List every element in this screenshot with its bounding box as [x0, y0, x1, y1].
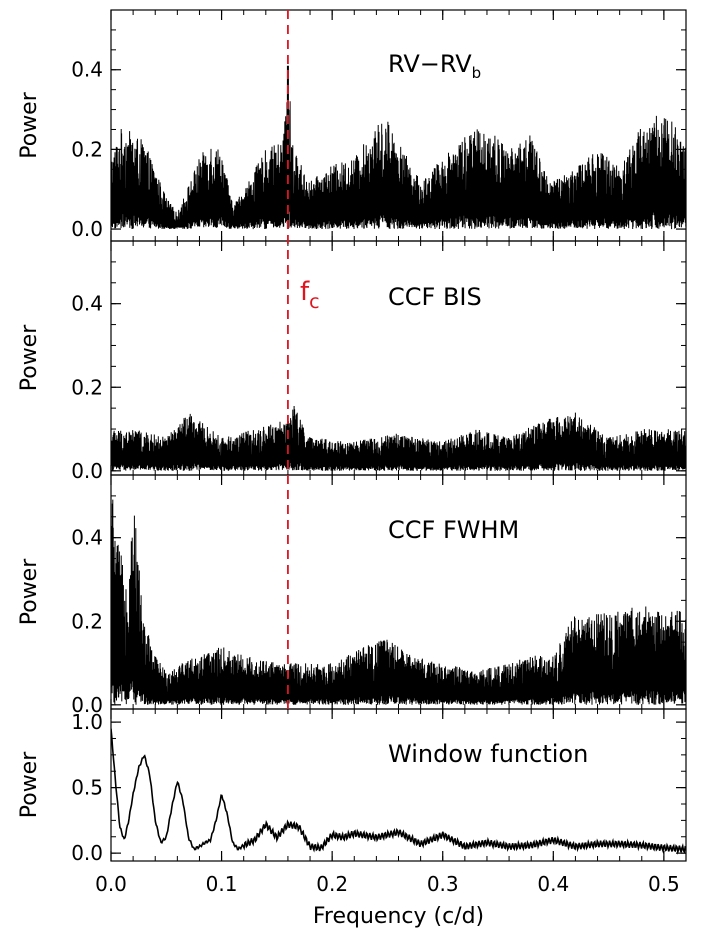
panel-1: 0.0 0.2 0.4 Power RV−RVb	[17, 9, 687, 242]
panel-label-main: CCF FWHM	[388, 516, 519, 544]
y-tick-label: 1.0	[71, 710, 103, 734]
panels-layer: 0.0 0.2 0.4 Power RV−RVb 0.0 0.2 0.4 Power CCF BI…	[17, 9, 687, 865]
panel-label: RV−RVb	[388, 50, 481, 82]
panel-label-main: Window function	[388, 740, 588, 768]
y-tick-label: 0.2	[71, 137, 103, 161]
x-tick-label: 0.3	[427, 872, 459, 896]
x-tick-label: 0.1	[206, 872, 238, 896]
panel-label: Window function	[388, 740, 588, 768]
power-series	[111, 497, 686, 705]
panel-label: CCF BIS	[388, 283, 482, 311]
x-tick-label: 0.4	[537, 872, 569, 896]
y-axis-title: Power	[17, 324, 42, 391]
x-tick-label: 0.2	[316, 872, 348, 896]
frequency-marker-layer: fc	[287, 10, 320, 709]
power-series	[111, 74, 686, 230]
x-tick-label: 0.0	[95, 872, 127, 896]
y-tick-label: 0.4	[71, 58, 103, 82]
y-axis-title: Power	[17, 751, 42, 818]
x-axis-title: Frequency (c/d)	[313, 904, 484, 929]
panel-label-sub: b	[472, 64, 482, 82]
y-axis-title: Power	[17, 91, 42, 158]
y-tick-label: 0.4	[71, 292, 103, 316]
panel-label-main: RV−RV	[388, 50, 472, 78]
panel-2: 0.0 0.2 0.4 Power CCF BIS	[17, 240, 687, 483]
y-tick-label: 0.5	[71, 776, 103, 800]
panel-frame	[110, 708, 687, 862]
x-axis: 0.0 0.1 0.2 0.3 0.4 0.5 Frequency (c/d)	[95, 872, 680, 929]
panel-3: 0.0 0.2 0.4 Power CCF FWHM	[17, 474, 687, 717]
y-tick-label: 0.0	[71, 841, 103, 865]
y-tick-label: 0.0	[71, 217, 103, 241]
y-tick-label: 0.2	[71, 609, 103, 633]
y-axis-title: Power	[17, 558, 42, 625]
panel-label: CCF FWHM	[388, 516, 519, 544]
power-series	[111, 405, 686, 471]
frequency-marker-label: fc	[300, 277, 320, 313]
window-function-series	[111, 728, 686, 855]
y-tick-label: 0.0	[71, 459, 103, 483]
y-tick-label: 0.0	[71, 693, 103, 717]
x-tick-label: 0.5	[648, 872, 680, 896]
y-tick-label: 0.2	[71, 375, 103, 399]
y-tick-label: 0.4	[71, 526, 103, 550]
panel-label-main: CCF BIS	[388, 283, 482, 311]
panel-4: 0.0 0.5 1.0 Power Window function	[17, 708, 687, 865]
